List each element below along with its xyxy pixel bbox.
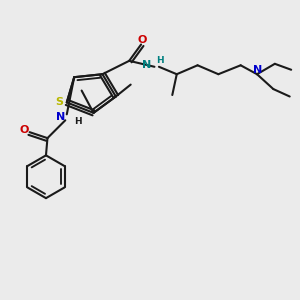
Text: S: S	[55, 98, 63, 107]
Text: H: H	[74, 117, 82, 126]
Text: N: N	[56, 112, 65, 122]
Text: N: N	[253, 65, 262, 75]
Text: H: H	[156, 56, 164, 65]
Text: O: O	[20, 125, 29, 135]
Text: N: N	[142, 60, 151, 70]
Text: O: O	[138, 35, 147, 45]
